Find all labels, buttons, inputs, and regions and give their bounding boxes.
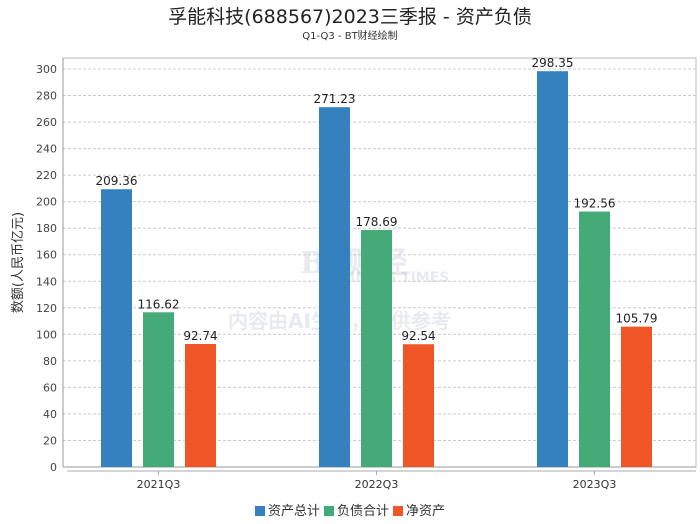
legend-swatch xyxy=(393,506,403,516)
bar-资产总计 xyxy=(537,71,568,468)
chart-title: 孚能科技(688567)2023三季报 - 资产负债 xyxy=(168,6,532,28)
data-label: 209.36 xyxy=(96,174,138,188)
y-tick-label: 260 xyxy=(36,116,57,129)
y-tick-label: 120 xyxy=(36,302,57,315)
y-tick-label: 220 xyxy=(36,169,57,182)
x-tick-label: 2022Q3 xyxy=(355,478,399,491)
y-tick-label: 180 xyxy=(36,222,57,235)
data-label: 178.69 xyxy=(356,215,398,229)
y-axis-label: 数额(人民币亿元) xyxy=(11,212,26,313)
legend-label: 净资产 xyxy=(406,504,446,519)
y-tick-label: 100 xyxy=(36,328,57,341)
y-tick-label: 240 xyxy=(36,143,57,156)
bar-负债合计 xyxy=(361,229,392,467)
data-label: 298.35 xyxy=(532,56,574,70)
legend-item[interactable]: 资产总计 xyxy=(254,500,320,519)
bar-负债合计 xyxy=(579,211,610,467)
legend-swatch xyxy=(254,506,265,516)
y-tick-label: 20 xyxy=(43,434,57,447)
legend-label: 负债合计 xyxy=(336,504,389,519)
legend-swatch xyxy=(323,506,334,516)
legend-item[interactable]: 负债合计 xyxy=(323,500,389,519)
y-tick-label: 160 xyxy=(36,249,57,262)
y-tick-label: 140 xyxy=(36,275,57,288)
data-label: 92.54 xyxy=(401,329,435,343)
data-label: 192.56 xyxy=(574,197,616,211)
bar-净资产 xyxy=(621,326,652,467)
bar-负债合计 xyxy=(143,312,174,467)
bar-资产总计 xyxy=(101,189,132,467)
legend-item[interactable]: 净资产 xyxy=(393,500,445,519)
y-tick-label: 80 xyxy=(43,355,57,368)
data-label: 116.62 xyxy=(138,297,180,311)
x-tick-label: 2021Q3 xyxy=(137,478,181,491)
y-tick-label: 0 xyxy=(50,461,57,474)
y-tick-label: 280 xyxy=(36,90,57,103)
legend: 资产总计 负债合计 净资产 xyxy=(0,500,700,519)
y-tick-label: 300 xyxy=(36,63,57,76)
y-tick-label: 60 xyxy=(43,381,57,394)
bar-净资产 xyxy=(185,343,216,467)
bar-资产总计 xyxy=(319,107,350,467)
y-tick-label: 40 xyxy=(43,408,57,421)
bar-净资产 xyxy=(403,344,434,467)
y-tick-label: 200 xyxy=(36,196,57,209)
data-label: 105.79 xyxy=(616,312,658,326)
x-tick-label: 2023Q3 xyxy=(573,478,617,491)
data-label: 92.74 xyxy=(183,329,217,343)
data-label: 271.23 xyxy=(314,92,356,106)
chart-subtitle: Q1-Q3 - BT财经绘制 xyxy=(302,31,398,42)
legend-label: 资产总计 xyxy=(267,504,320,519)
